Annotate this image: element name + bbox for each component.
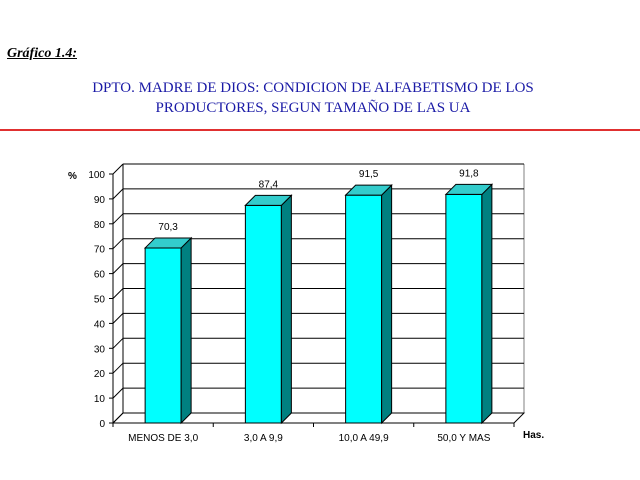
y-axis-unit-label: % — [68, 171, 77, 182]
y-tick-label: 80 — [94, 220, 106, 231]
chart-title: DPTO. MADRE DE DIOS: CONDICION DE ALFABE… — [0, 78, 626, 118]
y-tick-label: 40 — [94, 319, 106, 330]
y-tick-label: 0 — [99, 419, 105, 430]
gridline-diagonal — [112, 163, 124, 175]
x-category-label: 10,0 A 49,9 — [339, 433, 389, 444]
y-tick-label: 30 — [94, 344, 106, 355]
data-label: 91,5 — [359, 169, 379, 180]
bar-front — [244, 204, 282, 424]
bar-top — [444, 183, 494, 195]
gridline-diagonal — [112, 213, 124, 225]
gridline-diagonal — [112, 337, 124, 349]
gridline-diagonal — [112, 313, 124, 324]
chart-title-line-1: DPTO. MADRE DE DIOS: CONDICION DE ALFABE… — [92, 80, 534, 96]
gridline-diagonal — [112, 188, 124, 200]
gridline-diagonal — [112, 387, 124, 399]
gridline-diagonal — [112, 238, 124, 250]
y-tick-label: 90 — [94, 195, 106, 206]
bar-side — [180, 236, 192, 425]
y-tick-label: 10 — [94, 394, 106, 405]
bar-top — [143, 237, 193, 249]
y-tick-label: 20 — [94, 369, 106, 380]
data-label: 91,8 — [459, 168, 479, 179]
bar-front — [345, 194, 383, 424]
title-divider — [0, 129, 640, 131]
data-label: 70,3 — [158, 222, 178, 233]
x-category-label: MENOS DE 3,0 — [128, 433, 198, 444]
data-label: 87,4 — [259, 179, 279, 190]
bar-front — [445, 193, 483, 424]
bar-side — [481, 183, 493, 425]
bar-front — [144, 247, 182, 424]
y-tick-label: 70 — [94, 245, 106, 256]
bar-side — [381, 183, 393, 425]
chart-title-line-2: PRODUCTORES, SEGUN TAMAÑO DE LAS UA — [155, 100, 471, 116]
bar-top — [244, 194, 293, 206]
bar-top — [344, 184, 393, 196]
gridline-diagonal — [112, 288, 124, 299]
y-tick-label: 50 — [94, 295, 106, 306]
y-tick-label: 100 — [88, 170, 105, 181]
y-tick-label: 60 — [94, 270, 106, 281]
gridline-diagonal — [112, 412, 124, 424]
gridline-diagonal — [112, 362, 124, 374]
gridline-diagonal — [112, 263, 124, 274]
x-category-label: 3,0 A 9,9 — [244, 433, 283, 444]
x-axis-label: Has. — [523, 430, 544, 441]
figure-label: Gráfico 1.4: — [7, 46, 77, 61]
x-category-label: 50,0 Y MAS — [437, 433, 490, 444]
bar-side — [280, 194, 292, 425]
